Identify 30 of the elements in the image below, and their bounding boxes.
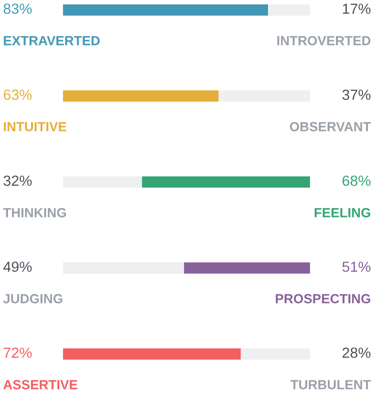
y-tick-label: ASSERTIVE xyxy=(3,380,78,390)
bar xyxy=(63,348,241,360)
bar xyxy=(63,176,142,188)
bar xyxy=(63,4,268,16)
text: FEELING xyxy=(314,208,370,218)
y-tick-label: INTUITIVE xyxy=(4,122,66,132)
data-label: 72% xyxy=(4,348,32,358)
y-tick-label: JUDGING xyxy=(3,294,62,304)
bar xyxy=(240,348,310,360)
data-label: 32% xyxy=(4,176,32,186)
y-tick-label: THINKING xyxy=(3,208,66,218)
bar xyxy=(142,176,310,188)
data-label: 49% xyxy=(3,262,32,272)
y-tick-label: EXTRAVERTED xyxy=(4,36,100,46)
bar xyxy=(63,262,184,274)
bar xyxy=(268,4,310,16)
data-label: 51% xyxy=(342,262,370,272)
data-label: 28% xyxy=(342,348,370,358)
annotation: TURBULENT xyxy=(290,380,371,390)
data-label: 63% xyxy=(4,90,32,100)
annotation: OBSERVANT xyxy=(290,122,371,132)
bar xyxy=(63,90,219,102)
annotation: PROSPECTING xyxy=(276,294,370,304)
data-label: 83% xyxy=(4,4,32,14)
data-label: 37% xyxy=(342,90,370,100)
data-label: 68% xyxy=(342,176,370,186)
bar xyxy=(184,262,310,274)
data-label: 17% xyxy=(342,4,370,14)
bar xyxy=(218,90,310,102)
annotation: INTROVERTED xyxy=(277,36,370,46)
